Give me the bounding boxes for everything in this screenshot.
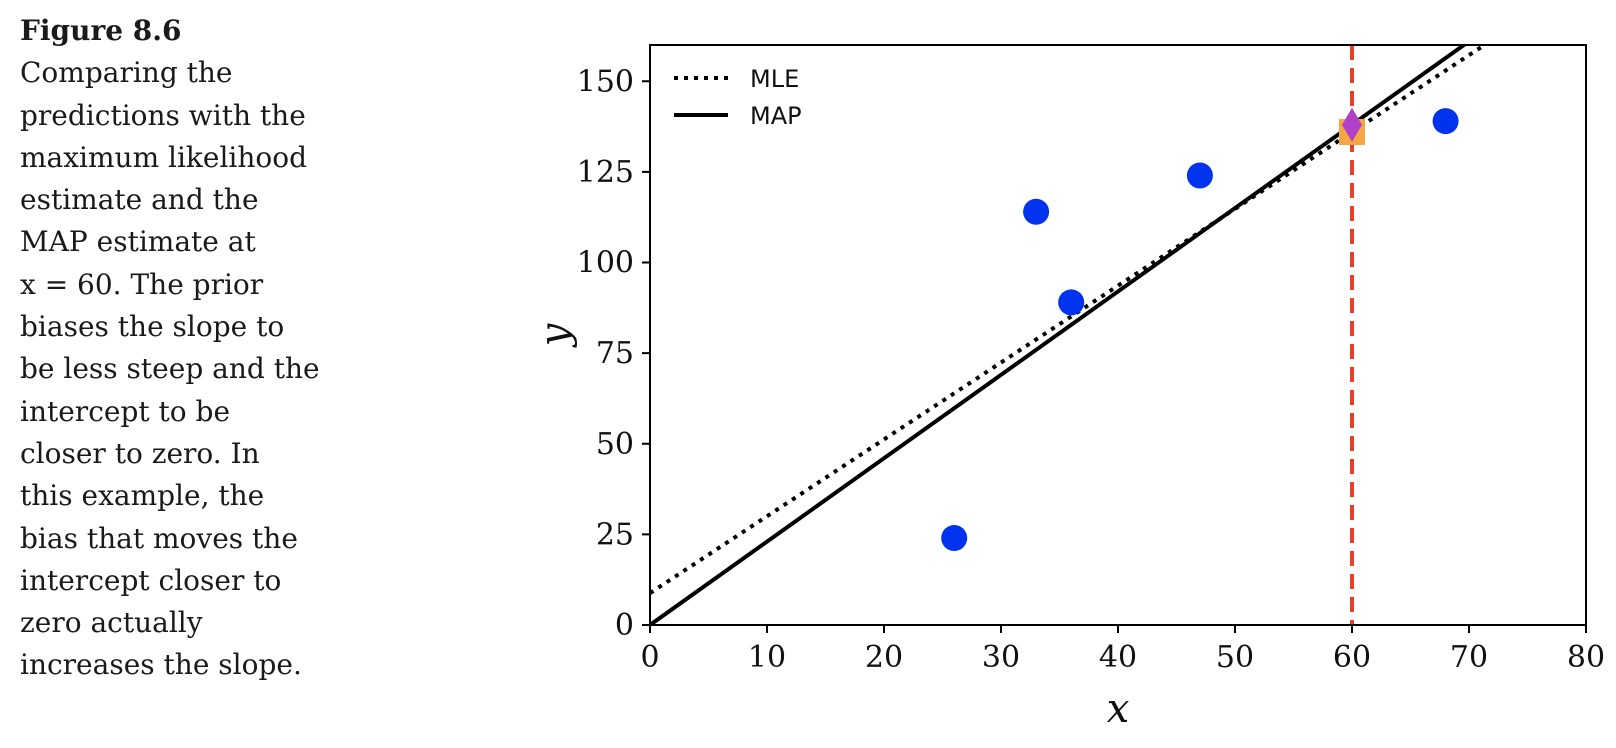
caption-line: maximum likelihood	[20, 140, 308, 174]
x-tick-label: 10	[748, 640, 786, 675]
y-tick-label: 25	[596, 517, 634, 552]
legend-map-label: MAP	[750, 102, 802, 130]
y-tick-label: 50	[596, 427, 634, 462]
x-tick-label: 80	[1567, 640, 1605, 675]
x-tick-label: 60	[1333, 640, 1371, 675]
plot-lines	[650, 45, 1489, 625]
caption-line: bias that moves the	[20, 521, 298, 555]
x-axis: 0 10 20 30 40 50 60 70 80	[640, 625, 1605, 675]
caption-line: estimate and the	[20, 183, 259, 217]
caption-line: zero actually	[20, 606, 203, 640]
x-tick-label: 70	[1450, 640, 1488, 675]
caption-line: predictions with the	[20, 98, 306, 132]
y-axis: 0 25 50 75 100 125 150	[577, 64, 650, 643]
y-tick-label: 125	[577, 155, 634, 190]
legend: MLE MAP	[674, 65, 802, 130]
prediction-markers	[1339, 107, 1365, 145]
x-tick-label: 30	[982, 640, 1020, 675]
y-tick-label: 75	[596, 336, 634, 371]
figure-label: Figure 8.6	[20, 14, 182, 47]
data-point	[1058, 289, 1085, 316]
x-tick-label: 20	[865, 640, 903, 675]
y-tick-label: 150	[577, 64, 634, 99]
caption-line: increases the slope.	[20, 648, 302, 682]
x-tick-label: 50	[1216, 640, 1254, 675]
data-point	[941, 525, 968, 551]
caption-line: be less steep and the	[20, 352, 320, 386]
y-axis-label: y	[532, 322, 578, 348]
map-prediction-marker	[1342, 107, 1362, 142]
caption-line: biases the slope to	[20, 310, 285, 344]
caption-line: Comparing the	[20, 56, 233, 90]
x-axis-label: x	[1107, 686, 1130, 732]
data-point	[1432, 108, 1459, 135]
caption-line: intercept to be	[20, 394, 231, 428]
caption-line: this example, the	[20, 479, 265, 513]
x-tick-label: 0	[640, 640, 659, 675]
legend-mle-label: MLE	[750, 65, 799, 93]
figure-caption: Figure 8.6 Comparing the predictions wit…	[20, 10, 340, 687]
caption-line: x = 60. The prior	[20, 267, 264, 301]
caption-line: intercept closer to	[20, 563, 282, 597]
y-tick-label: 0	[615, 608, 634, 643]
x-tick-label: 40	[1099, 640, 1137, 675]
y-tick-label: 100	[577, 246, 634, 281]
caption-line: MAP estimate at	[20, 225, 256, 259]
map-line	[650, 45, 1468, 625]
data-point	[1023, 198, 1050, 225]
mle-line	[650, 45, 1489, 595]
data-points	[941, 108, 1459, 551]
data-point	[1186, 162, 1213, 189]
caption-line: closer to zero. In	[20, 436, 260, 470]
